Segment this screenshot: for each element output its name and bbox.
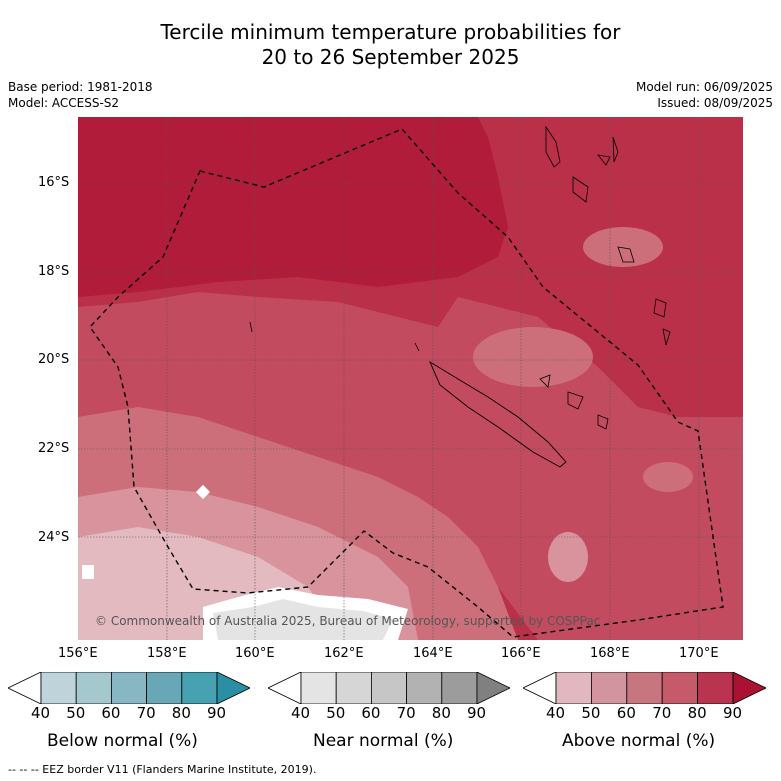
colorbar-segment <box>75 671 112 705</box>
colorbar-high-extend <box>216 671 251 705</box>
colorbar-segment <box>40 671 77 705</box>
x-tick-168e: 168°E <box>590 646 630 661</box>
x-tick-166e: 166°E <box>501 646 541 661</box>
colorbar-tick-label: 60 <box>616 704 636 722</box>
colorbar-tick-label: 80 <box>687 704 707 722</box>
colorbar-tick-label: 80 <box>171 704 191 722</box>
y-tick-16s: 16°S <box>38 175 70 190</box>
title-line-1: Tercile minimum temperature probabilitie… <box>160 20 621 44</box>
colorbar-segment <box>697 671 734 705</box>
colorbar-low-extend <box>267 671 302 705</box>
colorbar-low-extend <box>7 671 42 705</box>
colorbar-tick-label: 90 <box>467 704 487 722</box>
island-efate <box>617 246 635 263</box>
colorbar-segment <box>406 671 443 705</box>
patch-south-1 <box>548 532 588 582</box>
colorbar-tick-label: 40 <box>31 704 51 722</box>
island-espiritu-santo <box>545 125 561 168</box>
colorbar-tick-label: 90 <box>207 704 227 722</box>
eez-footer-note: -- -- -- EEZ border V11 (Flanders Marine… <box>8 763 317 776</box>
island-erromango <box>653 298 667 318</box>
colorbar-segment <box>335 671 372 705</box>
island-tiga <box>597 414 609 430</box>
meta-left: Base period: 1981-2018 Model: ACCESS-S2 <box>8 79 153 111</box>
colorbar-high-extend <box>476 671 511 705</box>
colorbar-low-extend <box>522 671 557 705</box>
colorbar-segment <box>661 671 698 705</box>
patch-east-1 <box>473 327 593 387</box>
colorbar-label-near: Near normal (%) <box>313 731 454 751</box>
island-chesterfield <box>414 342 420 352</box>
x-tick-162e: 162°E <box>324 646 364 661</box>
colorbar-tick-label: 60 <box>361 704 381 722</box>
y-tick-20s: 20°S <box>38 352 70 367</box>
colorbar-segment <box>441 671 478 705</box>
y-tick-18s: 18°S <box>38 264 70 279</box>
colorbar-tick-label: 70 <box>136 704 156 722</box>
model-run: Model run: 06/09/2025 <box>635 80 773 94</box>
island-tanna <box>662 328 671 346</box>
gridlines <box>78 117 743 640</box>
x-tick-156e: 156°E <box>58 646 98 661</box>
y-tick-22s: 22°S <box>38 441 70 456</box>
colorbar-segment <box>591 671 628 705</box>
colorbar-tick-label: 50 <box>326 704 346 722</box>
island-reef <box>249 321 253 333</box>
colorbar-segment <box>146 671 183 705</box>
x-tick-164e: 164°E <box>413 646 453 661</box>
title-line-2: 20 to 26 September 2025 <box>261 45 520 69</box>
base-period: Base period: 1981-2018 <box>8 80 153 94</box>
colorbar-tick-label: 80 <box>431 704 451 722</box>
patch-white-2 <box>82 565 94 579</box>
colorbar-segment <box>371 671 408 705</box>
colorbar-above-normal <box>522 671 767 708</box>
colorbar-tick-label: 50 <box>581 704 601 722</box>
island-mare <box>567 391 584 410</box>
patch-east-2 <box>583 227 663 267</box>
map-svg <box>78 117 743 640</box>
patch-white-1 <box>195 484 211 500</box>
colorbar-segment <box>300 671 337 705</box>
colorbar-tick-label: 70 <box>396 704 416 722</box>
colorbar-tick-label: 50 <box>66 704 86 722</box>
colorbar-segment <box>626 671 663 705</box>
x-tick-170e: 170°E <box>679 646 719 661</box>
eez-border <box>89 128 724 638</box>
island-lifou <box>539 374 551 388</box>
island-ambae <box>597 154 611 166</box>
colorbar-segment <box>555 671 592 705</box>
copyright-notice: © Commonwealth of Australia 2025, Bureau… <box>95 614 601 628</box>
island-maewo <box>612 136 619 163</box>
issued-date: Issued: 08/09/2025 <box>657 96 773 110</box>
colorbar-tick-label: 60 <box>101 704 121 722</box>
meta-right: Model run: 06/09/2025 Issued: 08/09/2025 <box>636 79 773 111</box>
colorbar-tick-label: 40 <box>291 704 311 722</box>
map-panel <box>78 117 743 640</box>
colorbar-segment <box>181 671 218 705</box>
colorbar-label-above: Above normal (%) <box>562 731 716 751</box>
x-tick-158e: 158°E <box>147 646 187 661</box>
region-near-normal <box>213 599 393 640</box>
colorbar-below-normal <box>7 671 251 708</box>
colorbar-near-normal <box>267 671 511 708</box>
colorbar-segment <box>111 671 148 705</box>
colorbar-tick-label: 40 <box>546 704 566 722</box>
island-malekula <box>572 176 589 203</box>
model-name: Model: ACCESS-S2 <box>8 96 120 110</box>
colorbar-high-extend <box>732 671 767 705</box>
new-caledonia-coast <box>429 360 567 468</box>
patch-east-3 <box>643 462 693 492</box>
colorbar-label-below: Below normal (%) <box>47 731 198 751</box>
chart-title: Tercile minimum temperature probabilitie… <box>0 20 781 70</box>
colorbar-tick-label: 70 <box>652 704 672 722</box>
colorbar-tick-label: 90 <box>723 704 743 722</box>
x-tick-160e: 160°E <box>235 646 275 661</box>
y-tick-24s: 24°S <box>38 530 70 545</box>
